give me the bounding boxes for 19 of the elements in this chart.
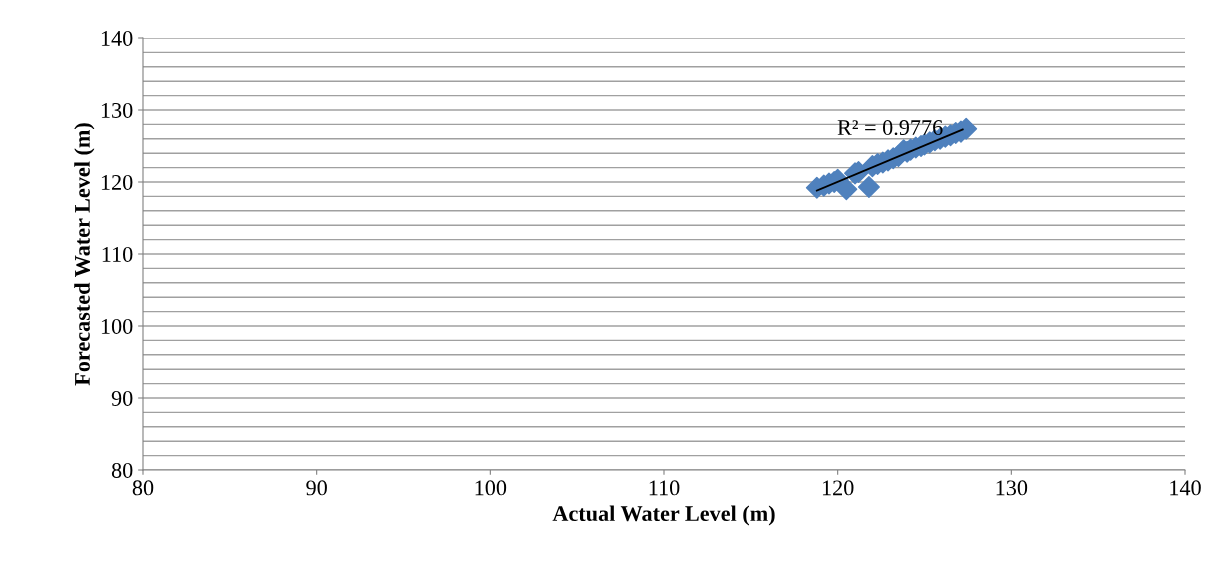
x-tick-label: 110 [649,480,680,496]
annotation: R² = 0.9776 [837,120,943,136]
y-tick-label: 120 [101,174,133,190]
x-tick-label: 80 [132,480,154,496]
x-tick-label: 100 [475,480,507,496]
x-tick-label: 120 [822,480,854,496]
y-tick-label: 110 [102,246,133,262]
x-tick-label: 140 [1170,480,1201,496]
y-tick-label: 80 [111,462,133,478]
y-tick-label: 140 [101,30,133,46]
y-tick-label: 90 [111,390,133,406]
x-tick-label: 130 [996,480,1028,496]
y-axis-title: Forecasted Water Level (m) [74,123,95,386]
y-tick-label: 100 [101,318,133,334]
y-tick-label: 130 [101,102,133,118]
point [857,176,880,199]
x-tick-label: 90 [306,480,327,496]
x-axis-title: Actual Water Level (m) [552,505,775,526]
point [835,178,858,201]
